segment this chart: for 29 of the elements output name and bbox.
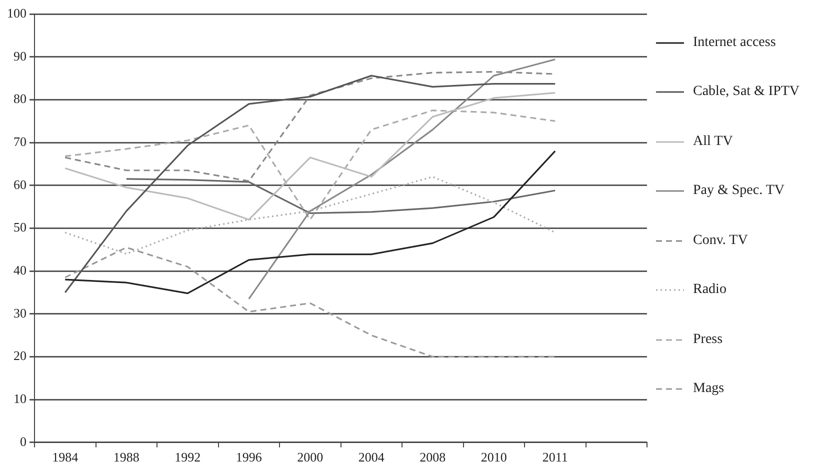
x-tick-label: 1988 — [113, 450, 140, 465]
x-tick-label: 1984 — [52, 450, 79, 465]
legend-label: Conv. TV — [693, 232, 748, 249]
x-tick-label: 2004 — [358, 450, 385, 465]
y-tick-label: 40 — [14, 262, 26, 278]
x-tick-label: 2011 — [542, 450, 568, 465]
legend-label: Pay & Spec. TV — [693, 183, 785, 200]
x-tick-label: 2010 — [480, 450, 507, 465]
line-series — [64, 246, 556, 358]
legend-label: Press — [693, 332, 723, 348]
y-tick-label: 0 — [20, 434, 26, 449]
x-tick-label: 2008 — [420, 450, 446, 465]
y-tick-label: 50 — [14, 220, 26, 235]
y-tick-label: 60 — [14, 176, 26, 192]
y-tick-label: 10 — [14, 390, 26, 406]
legend-label: Internet access — [693, 34, 776, 51]
y-tick-label: 100 — [7, 5, 26, 20]
y-tick-label: 30 — [14, 305, 26, 320]
y-tick-label: 70 — [14, 134, 26, 149]
legend-label: All TV — [693, 134, 733, 150]
x-tick-label: 1992 — [174, 450, 201, 465]
y-tick-label: 20 — [14, 348, 26, 364]
legend-label: Radio — [693, 282, 726, 298]
x-tick-label: 2000 — [297, 450, 324, 465]
x-tick-label: 1996 — [236, 450, 262, 465]
y-tick-label: 90 — [14, 48, 26, 64]
legend-label: Mags — [693, 381, 724, 398]
legend-label: Cable, Sat & IPTV — [693, 84, 800, 100]
y-tick-label: 80 — [14, 91, 26, 106]
